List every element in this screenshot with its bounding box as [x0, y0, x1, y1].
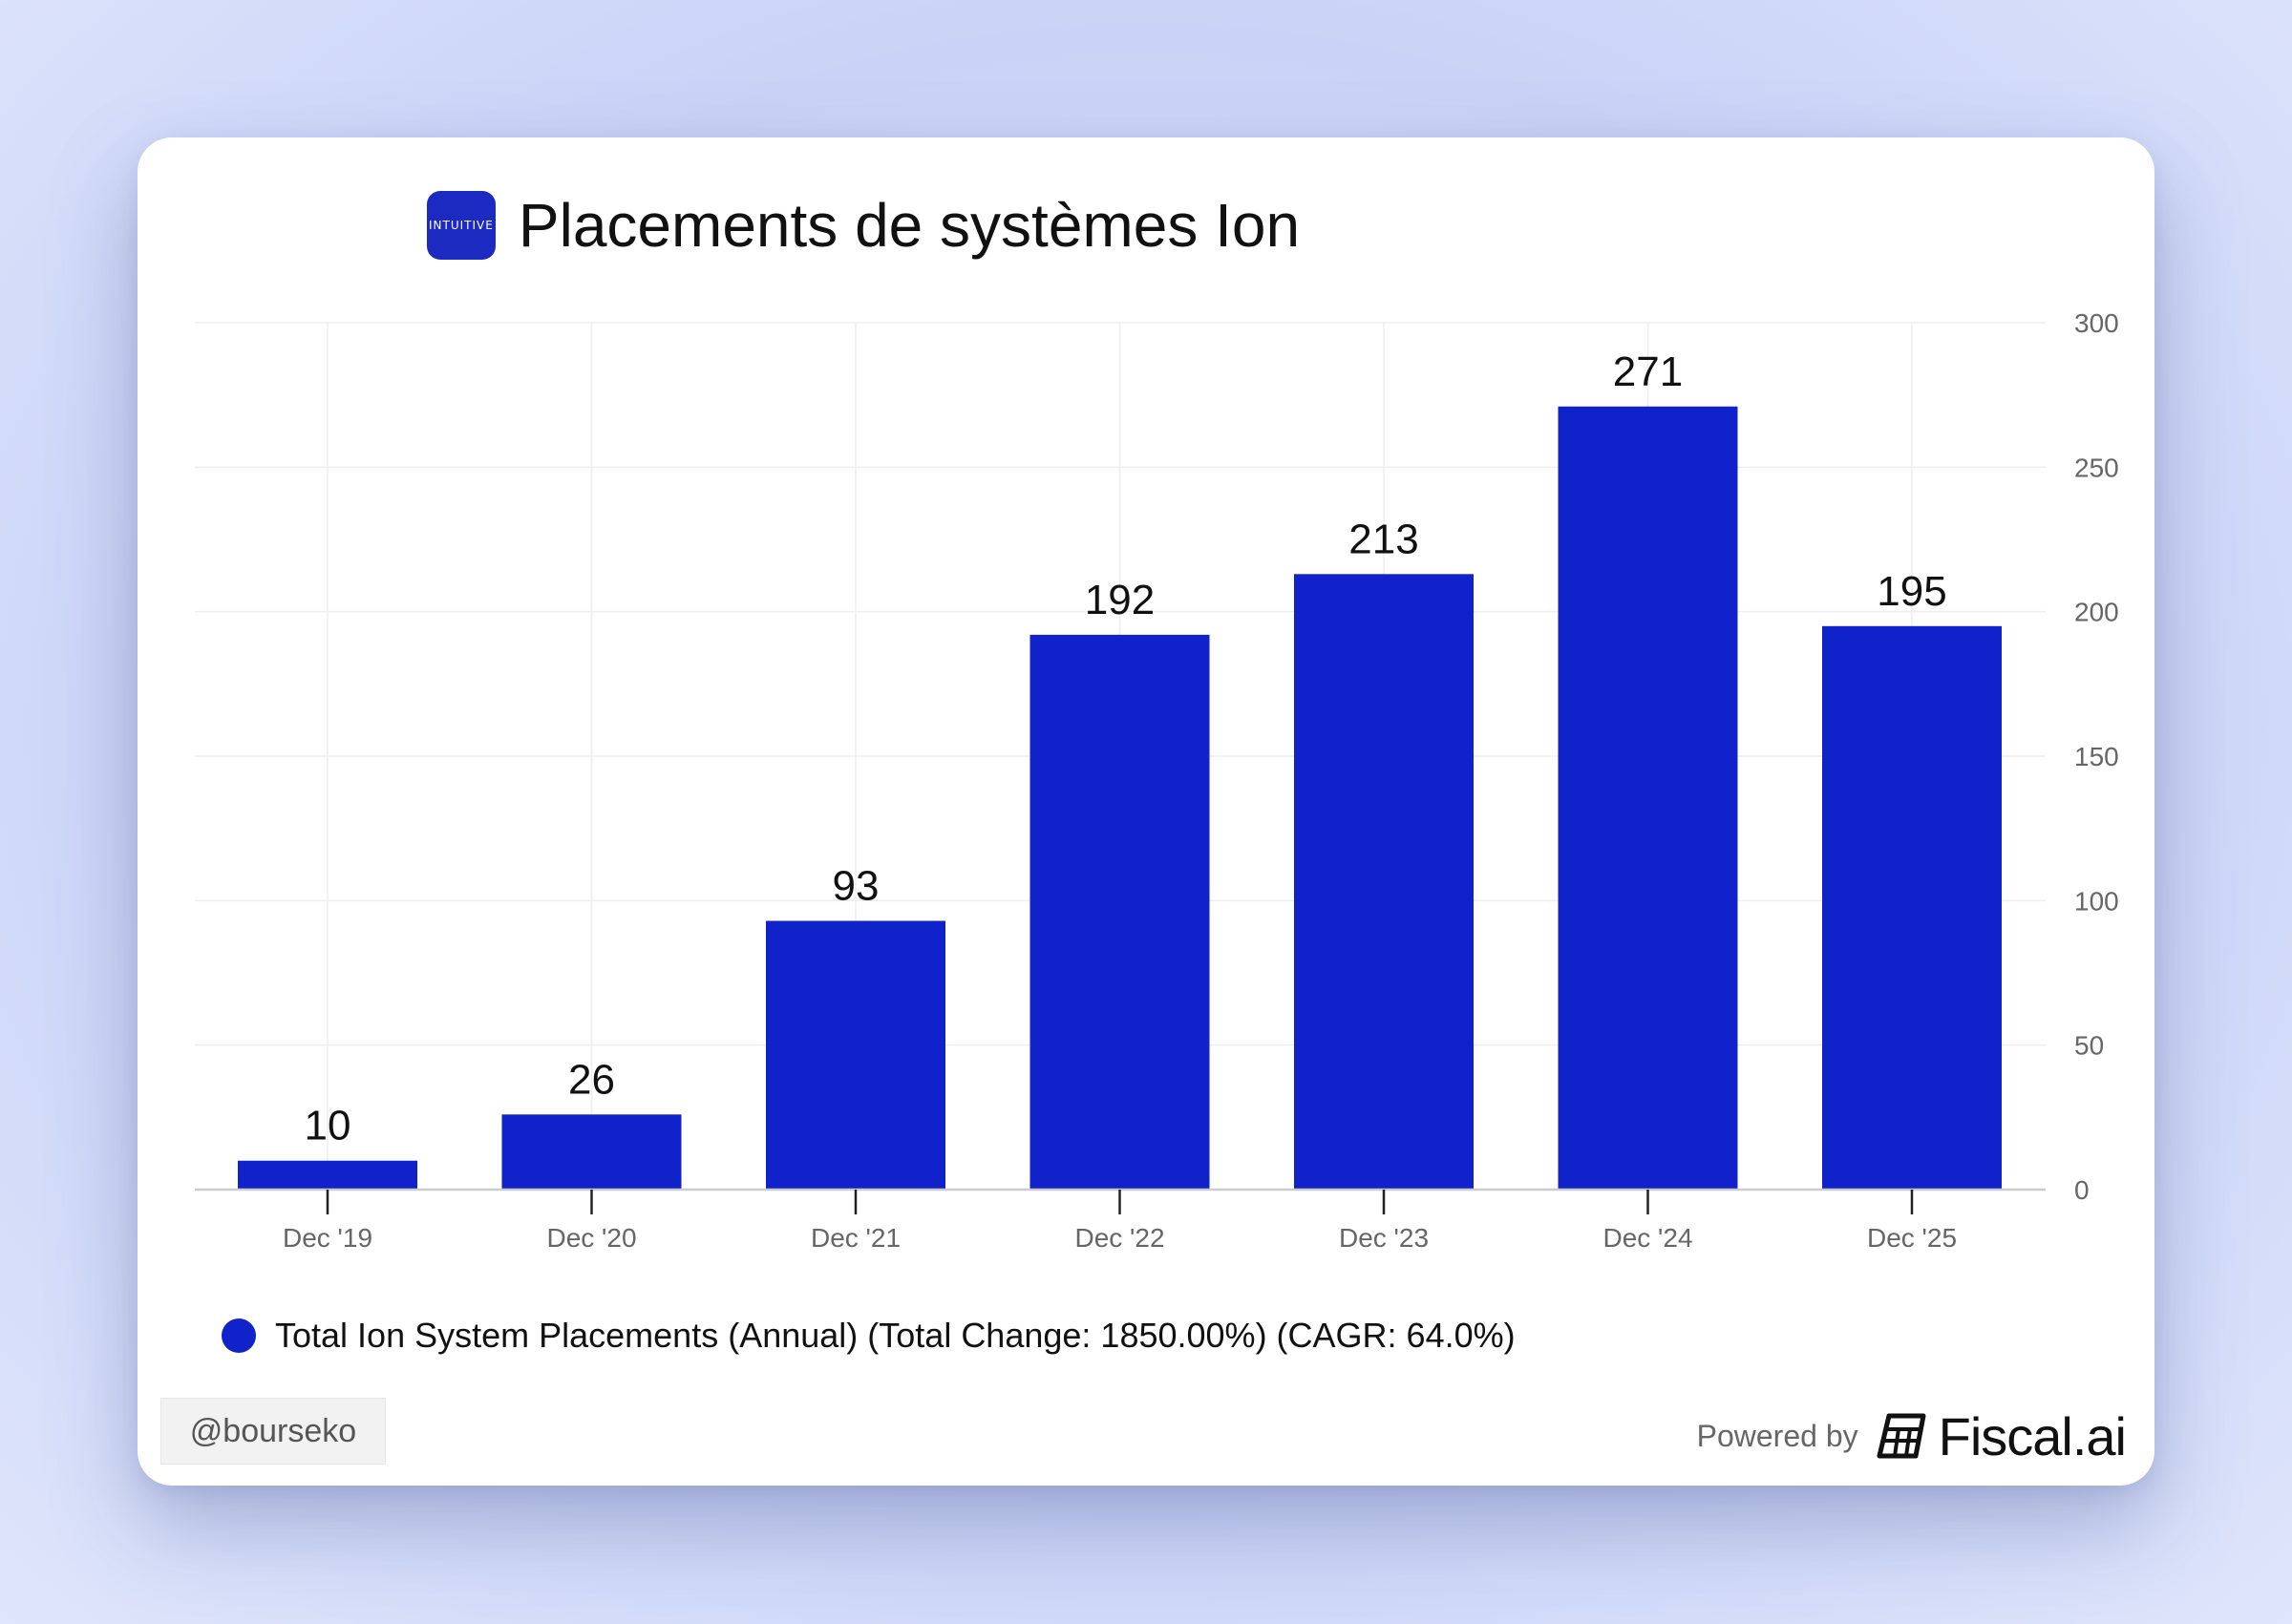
bar	[501, 1114, 682, 1190]
company-logo: INTUITIVE	[426, 191, 496, 260]
legend-marker	[222, 1318, 256, 1353]
y-tick-label: 0	[2074, 1175, 2090, 1205]
chart-title: Placements de systèmes Ion	[518, 191, 1301, 260]
brand-name: Fiscal.ai	[1938, 1405, 2127, 1466]
x-tick-label: Dec '21	[811, 1223, 901, 1253]
x-tick-label: Dec '20	[546, 1223, 636, 1253]
legend[interactable]: Total Ion System Placements (Annual) (To…	[222, 1312, 1516, 1360]
y-tick-label: 250	[2074, 453, 2119, 482]
bar-value-label: 26	[568, 1056, 615, 1103]
powered-by[interactable]: Powered by Fiscal.ai	[1696, 1405, 2127, 1466]
y-tick-label: 150	[2074, 742, 2119, 771]
legend-label: Total Ion System Placements (Annual) (To…	[275, 1316, 1516, 1355]
y-tick-label: 300	[2074, 308, 2119, 338]
fiscal-logo-icon	[1877, 1413, 1926, 1459]
bar-value-label: 271	[1613, 348, 1683, 395]
watermark: @bourseko	[160, 1398, 386, 1465]
bar	[1294, 574, 1474, 1190]
bar-value-label: 10	[305, 1103, 351, 1149]
x-tick-label: Dec '23	[1339, 1223, 1429, 1253]
bar	[1822, 625, 2002, 1190]
bar-value-label: 93	[833, 863, 880, 910]
bar	[766, 920, 945, 1190]
powered-by-label: Powered by	[1696, 1418, 1858, 1453]
bar-value-label: 213	[1348, 516, 1418, 562]
bar	[1029, 634, 1210, 1190]
y-tick-label: 200	[2074, 598, 2119, 627]
y-tick-label: 100	[2074, 886, 2119, 916]
bar	[238, 1160, 417, 1190]
x-tick-label: Dec '24	[1602, 1223, 1692, 1253]
bar-value-label: 192	[1085, 577, 1155, 623]
x-tick-label: Dec '22	[1074, 1223, 1164, 1253]
title-row: INTUITIVE Placements de systèmes Ion	[138, 187, 1589, 264]
x-tick-label: Dec '19	[283, 1223, 372, 1253]
y-tick-label: 50	[2074, 1031, 2104, 1061]
bar	[1558, 406, 1738, 1191]
bar-chart: 0 50 100 150 200 250 300 10 26 93 192 213 271 195 Dec …	[195, 308, 2119, 1253]
chart-card: INTUITIVE Placements de systèmes Ion 0 50…	[138, 137, 2154, 1486]
x-tick-label: Dec '25	[1867, 1223, 1957, 1253]
bar-value-label: 195	[1877, 568, 1946, 615]
